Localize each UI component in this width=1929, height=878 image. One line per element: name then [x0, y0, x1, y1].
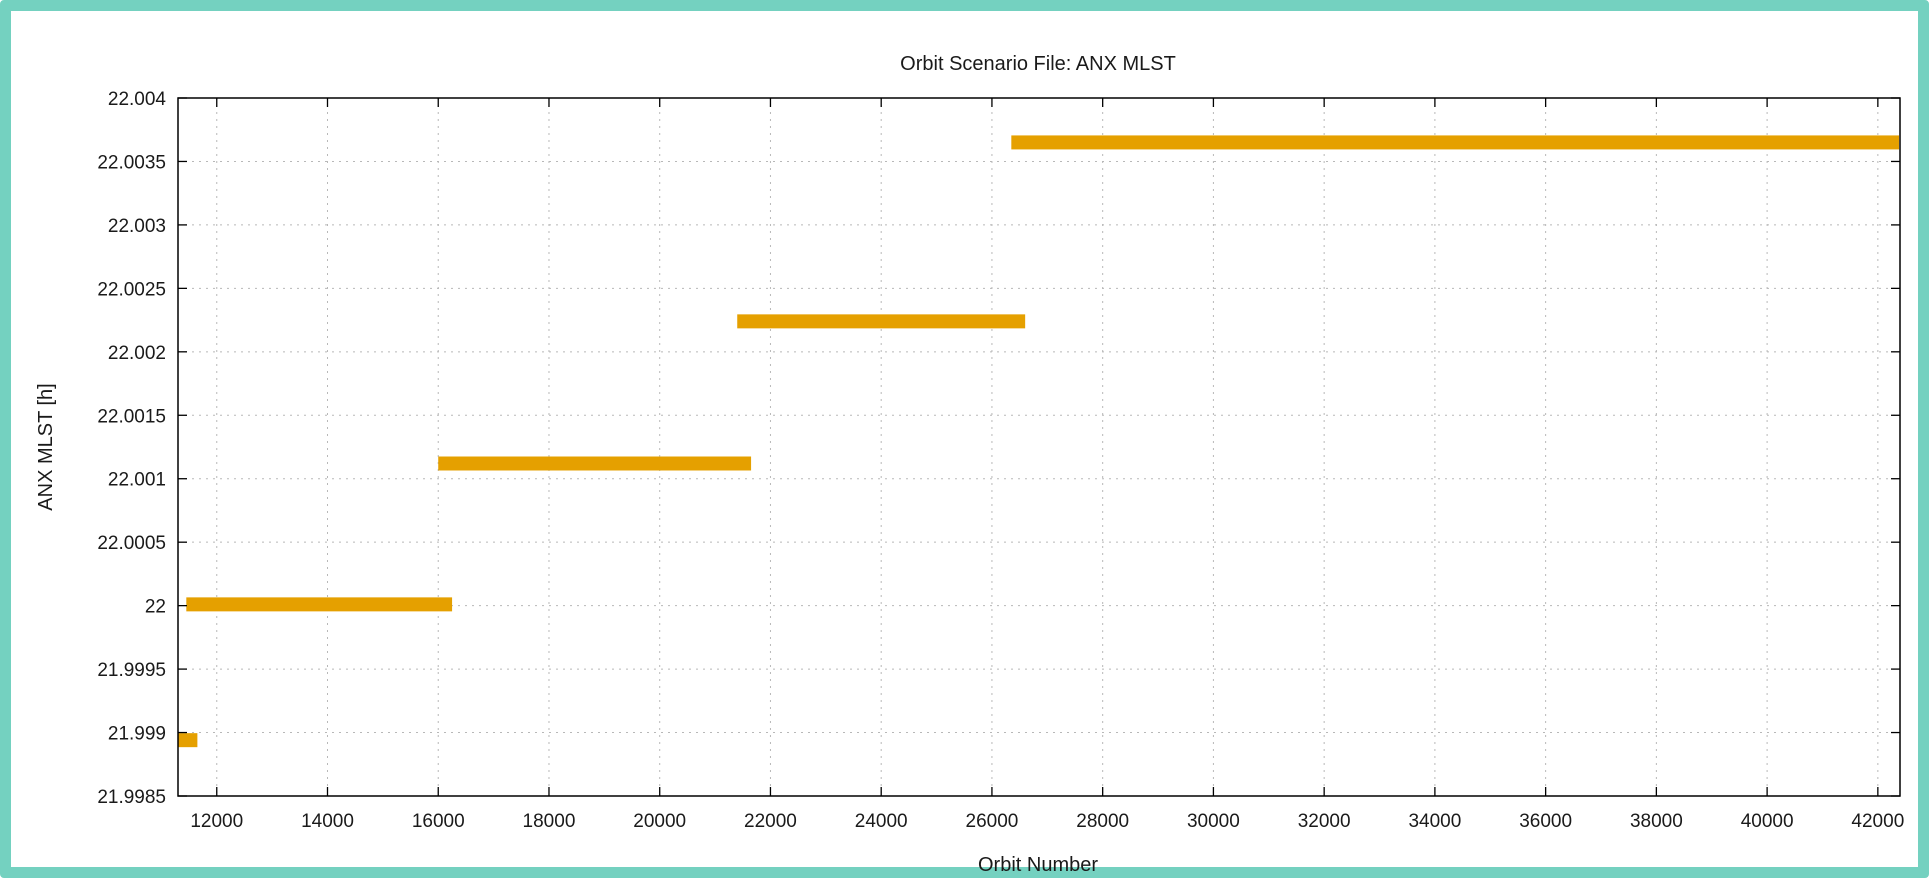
x-tick-label: 14000 [301, 811, 354, 832]
x-axis-title: Orbit Number [978, 854, 1098, 876]
y-tick-label: 22.003 [108, 216, 166, 237]
x-tick-label: 24000 [855, 811, 908, 832]
x-tick-label: 18000 [523, 811, 576, 832]
y-tick-label: 22.004 [108, 89, 167, 110]
grid [178, 98, 1900, 796]
segment-3 [438, 456, 752, 471]
y-tick-label: 22.0035 [97, 152, 166, 173]
y-tick-label: 22.001 [108, 470, 166, 491]
y-tick-label: 22.0025 [97, 279, 166, 300]
y-axis-tick-labels: 21.9985 21.999 21.9995 22 22.0005 22.001 22.00… [97, 89, 166, 808]
axis-ticks [178, 97, 1900, 797]
y-tick-label: 22 [145, 597, 166, 618]
x-tick-label: 22000 [744, 811, 797, 832]
y-tick-label: 22.002 [108, 343, 166, 364]
y-tick-label: 22.0015 [97, 406, 166, 427]
y-tick-label: 21.9995 [97, 660, 166, 681]
x-axis-tick-labels: 12000 14000 16000 18000 20000 22000 24000 26000… [190, 811, 1904, 832]
segment-2 [186, 597, 453, 612]
segment-4 [737, 314, 1026, 329]
x-tick-label: 42000 [1851, 811, 1904, 832]
segment-5 [1011, 135, 1899, 150]
x-tick-label: 38000 [1630, 811, 1683, 832]
x-tick-label: 36000 [1519, 811, 1572, 832]
x-tick-label: 40000 [1741, 811, 1794, 832]
segment-1 [178, 733, 198, 748]
x-tick-label: 30000 [1187, 811, 1240, 832]
x-tick-label: 28000 [1076, 811, 1129, 832]
x-tick-label: 32000 [1298, 811, 1351, 832]
x-tick-label: 12000 [190, 811, 243, 832]
y-tick-label: 21.999 [108, 724, 166, 745]
data-segments [178, 135, 1899, 748]
x-tick-label: 26000 [966, 811, 1019, 832]
y-tick-label: 21.9985 [97, 787, 166, 808]
y-tick-label: 22.0005 [97, 533, 166, 554]
x-tick-label: 20000 [633, 811, 686, 832]
chart-title: Orbit Scenario File: ANX MLST [900, 53, 1176, 75]
y-axis-title: ANX MLST [h] [35, 383, 57, 510]
x-tick-label: 16000 [412, 811, 465, 832]
x-tick-label: 34000 [1408, 811, 1461, 832]
plot-area-border [177, 97, 1901, 797]
